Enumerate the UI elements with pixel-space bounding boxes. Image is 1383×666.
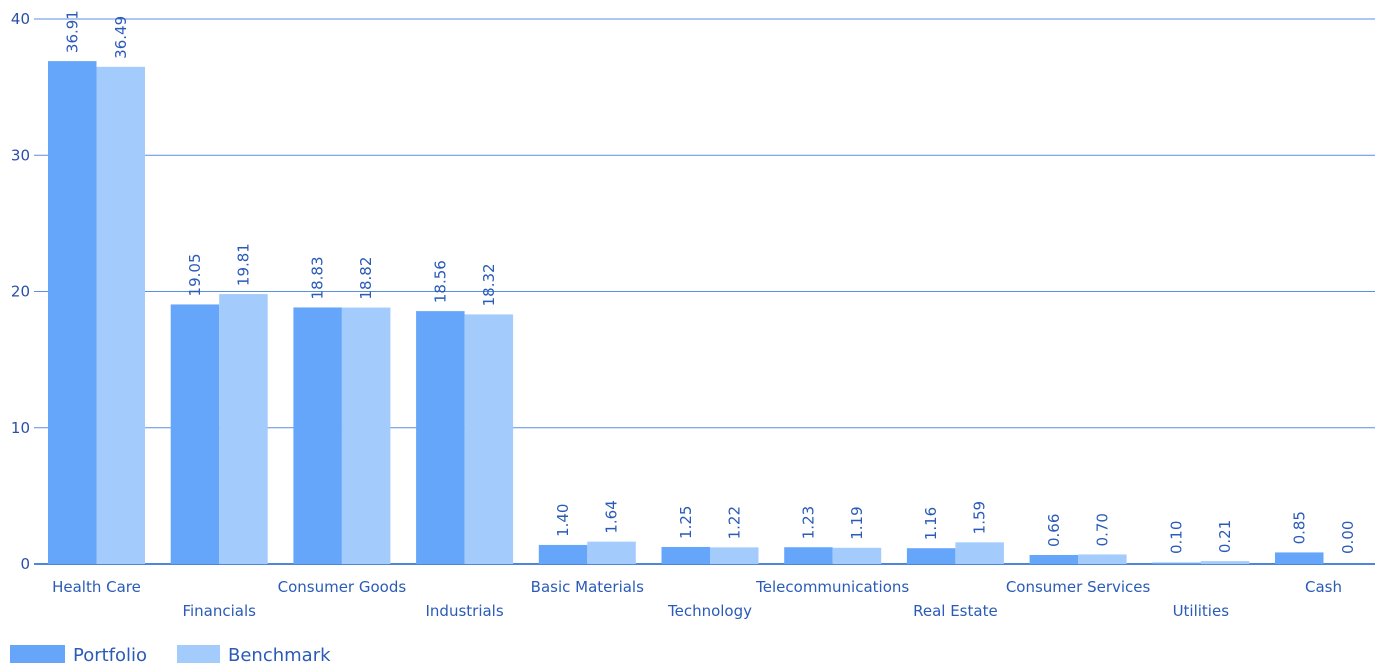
legend-label-portfolio: Portfolio [73,645,147,666]
bar-portfolio-health-care [48,61,97,564]
data-label: 0.00 [1339,521,1357,554]
bar-portfolio-technology [661,546,710,564]
bar-benchmark-consumer-services [1078,554,1127,564]
data-label: 1.64 [603,500,621,533]
bars [48,61,1324,564]
data-labels: 36.91 36.49 19.05 19.81 18.83 18.82 18.56 18.32… [63,10,1357,554]
x-tick-label: Cash [1305,578,1342,596]
data-label: 1.40 [554,504,572,537]
x-tick-label: Financials [182,602,256,620]
data-label: 18.32 [480,263,498,306]
data-label: 0.21 [1216,520,1234,553]
x-axis-ticks: Health Care Financials Consumer Goods Indus… [52,578,1342,620]
legend: Portfolio Benchmark [10,645,331,666]
y-tick-label: 40 [11,10,30,28]
bar-portfolio-consumer-goods [293,307,342,564]
y-axis-ticks: 0 10 20 30 40 [11,10,30,573]
data-label: 36.91 [63,10,81,53]
data-label: 19.05 [186,253,204,296]
bar-portfolio-industrials [416,311,465,564]
legend-swatch-portfolio [10,645,65,663]
bar-portfolio-cash [1275,552,1324,564]
x-tick-label: Utilities [1173,602,1230,620]
legend-label-benchmark: Benchmark [228,645,331,666]
y-tick-label: 30 [11,146,30,164]
bar-portfolio-telecommunications [784,547,833,564]
data-label: 0.70 [1093,513,1111,546]
data-label: 18.82 [357,257,375,300]
x-tick-label: Consumer Services [1006,578,1151,596]
x-tick-label: Industrials [426,602,504,620]
bar-benchmark-technology [710,547,759,564]
data-label: 1.19 [848,506,866,539]
data-label: 0.85 [1290,511,1308,544]
bar-portfolio-consumer-services [1029,555,1079,564]
bar-portfolio-financials [170,304,220,564]
data-label: 18.56 [431,260,449,303]
data-label: 18.83 [309,256,327,299]
x-tick-label: Real Estate [913,602,998,620]
y-tick-label: 10 [11,419,30,437]
legend-swatch-benchmark [177,645,220,663]
bar-benchmark-basic-materials [587,541,636,564]
bar-benchmark-industrials [464,314,514,564]
y-tick-label: 0 [20,555,30,573]
data-label: 36.49 [112,16,130,59]
x-tick-label: Technology [667,602,752,620]
data-label: 1.22 [725,506,743,539]
bar-benchmark-utilities [1200,561,1250,564]
data-label: 0.10 [1168,521,1186,554]
data-label: 19.81 [234,243,252,286]
data-label: 1.16 [922,507,940,540]
bar-portfolio-utilities [1152,562,1201,564]
bar-benchmark-real-estate [955,542,1004,564]
data-label: 1.23 [799,506,817,539]
x-tick-label: Basic Materials [531,578,644,596]
bar-benchmark-consumer-goods [341,307,391,564]
bar-benchmark-financials [219,294,268,564]
data-label: 0.66 [1045,514,1063,547]
data-label: 1.59 [971,501,989,534]
bar-benchmark-health-care [96,66,145,564]
x-tick-label: Telecommunications [755,578,909,596]
x-tick-label: Health Care [52,578,141,596]
x-tick-label: Consumer Goods [278,578,407,596]
data-label: 1.25 [677,506,695,539]
bar-benchmark-telecommunications [832,547,882,564]
y-tick-label: 20 [11,283,30,301]
bar-portfolio-basic-materials [538,544,588,564]
bar-portfolio-real-estate [906,548,956,564]
